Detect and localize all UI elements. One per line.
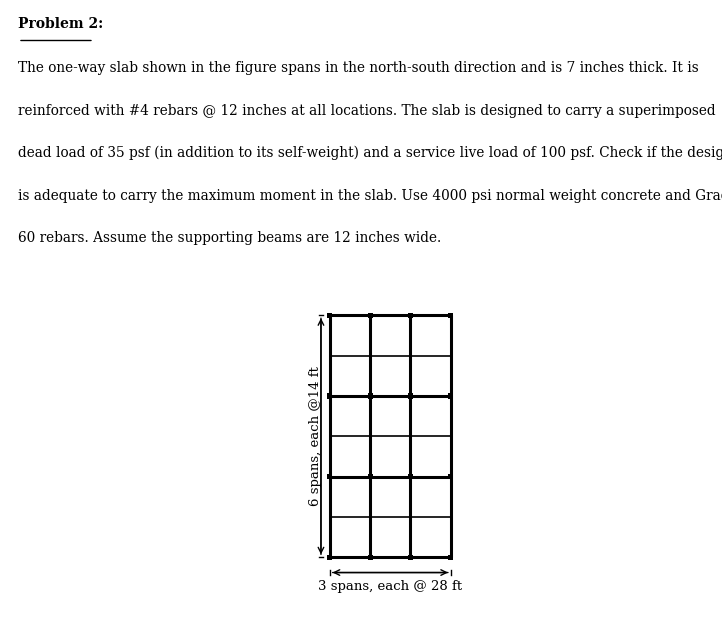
- Bar: [448, 393, 453, 399]
- Text: 60 rebars. Assume the supporting beams are 12 inches wide.: 60 rebars. Assume the supporting beams a…: [18, 231, 441, 245]
- Bar: [367, 313, 373, 318]
- Bar: [327, 554, 332, 560]
- Bar: [327, 393, 332, 399]
- Text: reinforced with #4 rebars @ 12 inches at all locations. The slab is designed to : reinforced with #4 rebars @ 12 inches at…: [18, 103, 716, 118]
- Bar: [448, 554, 453, 560]
- Text: The one-way slab shown in the figure spans in the north-south direction and is 7: The one-way slab shown in the figure spa…: [18, 61, 699, 75]
- Bar: [327, 313, 332, 318]
- Text: dead load of 35 psf (in addition to its self-weight) and a service live load of : dead load of 35 psf (in addition to its …: [18, 146, 722, 160]
- Bar: [408, 393, 413, 399]
- Bar: [448, 313, 453, 318]
- Bar: [327, 474, 332, 479]
- Bar: [367, 393, 373, 399]
- Text: is adequate to carry the maximum moment in the slab. Use 4000 psi normal weight : is adequate to carry the maximum moment …: [18, 189, 722, 202]
- Text: 3 spans, each @ 28 ft: 3 spans, each @ 28 ft: [318, 580, 462, 593]
- Text: 6 spans, each @14 ft: 6 spans, each @14 ft: [309, 366, 322, 506]
- Bar: [448, 474, 453, 479]
- Bar: [408, 554, 413, 560]
- Text: Problem 2:: Problem 2:: [18, 17, 103, 31]
- Bar: [367, 474, 373, 479]
- Bar: [408, 313, 413, 318]
- Bar: [408, 474, 413, 479]
- Bar: [367, 554, 373, 560]
